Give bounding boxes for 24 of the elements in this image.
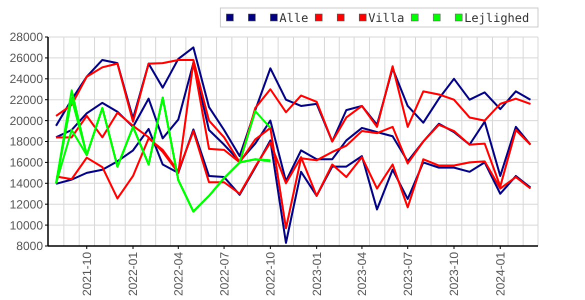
x-tick-label: 2021-10 — [80, 252, 94, 296]
x-tick-label: 2023-07 — [400, 252, 415, 296]
x-tick-label: 2022-01 — [126, 252, 140, 296]
y-tick-label: 22000 — [10, 92, 44, 107]
y-tick-label: 20000 — [10, 114, 44, 128]
y-tick-label: 14000 — [10, 176, 44, 190]
y-tick-label: 18000 — [10, 134, 44, 149]
legend-label: Alle — [279, 11, 308, 26]
y-tick-label: 8000 — [16, 239, 44, 254]
x-tick-label: 2023-01 — [310, 252, 324, 296]
x-tick-label: 2024-01 — [493, 252, 508, 296]
x-tick-label: 2023-10 — [447, 252, 462, 296]
legend-label: Villa — [368, 11, 404, 26]
x-tick-label: 2022-10 — [264, 252, 278, 296]
y-tick-label: 16000 — [10, 156, 44, 170]
legend-label: Lejlighed — [464, 11, 530, 26]
x-tick-label: 2023-04 — [355, 252, 370, 296]
y-tick-label: 10000 — [10, 218, 44, 232]
x-tick-label: 2022-07 — [217, 252, 232, 296]
y-tick-label: 24000 — [10, 72, 44, 86]
y-tick-label: 26000 — [10, 51, 44, 66]
y-tick-label: 12000 — [10, 197, 44, 212]
x-tick-label: 2022-04 — [172, 252, 186, 296]
y-tick-label: 28000 — [10, 30, 44, 44]
